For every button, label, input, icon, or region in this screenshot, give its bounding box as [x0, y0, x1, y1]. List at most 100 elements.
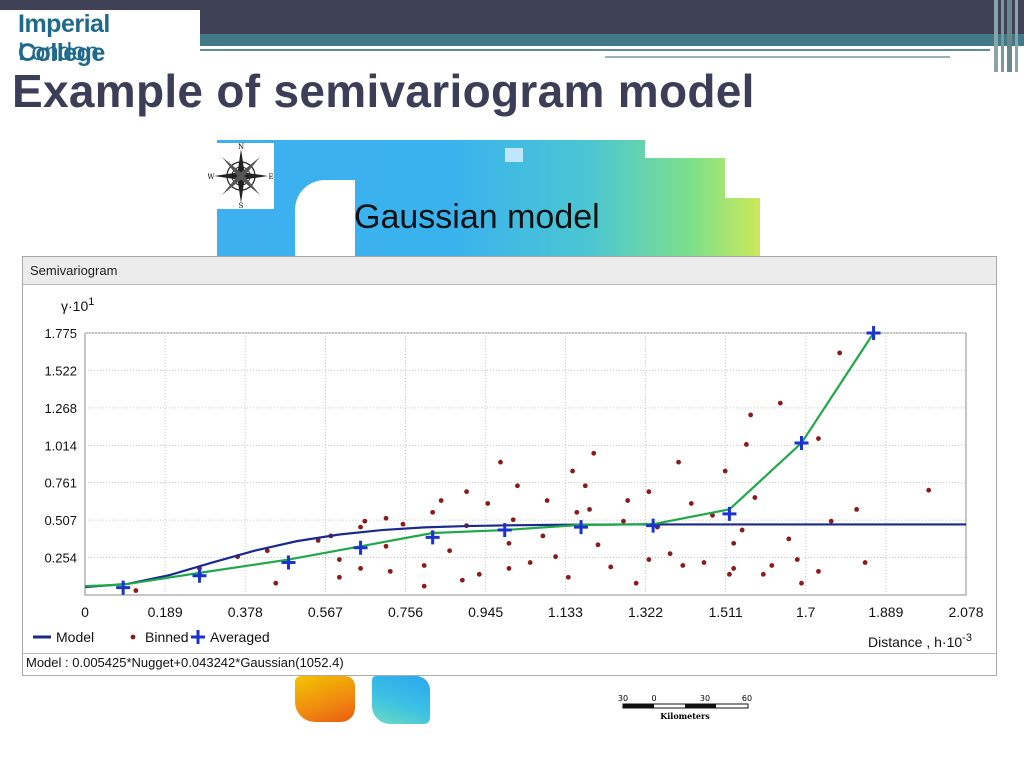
binned-point: [315, 537, 321, 543]
averaged-point: [497, 523, 512, 538]
binned-point: [633, 580, 639, 586]
binned-point: [816, 436, 821, 441]
binned-point: [336, 557, 342, 562]
binned-point: [608, 564, 614, 570]
x-axis-label: Distance , h·10-3: [868, 632, 972, 650]
binned-point: [476, 571, 482, 577]
binned-point: [799, 580, 804, 586]
averaged-point: [281, 555, 296, 570]
binned-point: [362, 518, 368, 524]
binned-point: [459, 577, 465, 583]
binned-point: [676, 459, 681, 465]
scale-label-0: 30: [618, 694, 628, 703]
compass-e: E: [268, 173, 273, 181]
x-tick-label: 2.078: [948, 604, 983, 620]
college-logo: Imperial College London: [0, 10, 200, 67]
compass-s: S: [239, 202, 244, 209]
scale-label-2: 30: [700, 694, 710, 703]
decor-line: [200, 49, 990, 51]
averaged-point: [353, 540, 368, 555]
binned-point: [680, 563, 686, 568]
binned-point: [621, 518, 626, 524]
x-tick-label: 0: [81, 604, 89, 620]
binned-point: [510, 517, 516, 523]
averaged-point: [794, 435, 809, 450]
binned-point: [854, 506, 860, 512]
compass-n: N: [238, 143, 244, 151]
binned-point: [701, 560, 707, 565]
binned-point: [595, 542, 601, 548]
binned-point: [794, 557, 800, 562]
x-tick-label: 0.945: [468, 604, 503, 620]
decor-line-thin: [605, 56, 950, 58]
compass-rose: N S E W: [207, 143, 274, 210]
scale-label-1: 0: [651, 694, 656, 703]
semivariogram-chart: 0 0.189 0.378 0.567 0.756 0.945 1.133 1.322 1.51…: [33, 296, 984, 650]
binned-point: [553, 554, 559, 560]
binned-point: [828, 518, 834, 524]
compass-w: W: [208, 173, 215, 181]
binned-point: [565, 574, 571, 580]
logo-line-2: London: [18, 38, 99, 66]
binned-point: [743, 442, 749, 447]
binned-point: [515, 483, 520, 489]
legend-binned-label: Binned: [145, 629, 189, 645]
binned-point: [485, 501, 491, 506]
binned-point: [837, 350, 843, 356]
binned-point: [582, 483, 588, 489]
averaged-point: [574, 520, 589, 535]
binned-point: [540, 533, 546, 539]
binned-point: [769, 563, 775, 568]
binned-point: [739, 527, 745, 533]
binned-point: [786, 536, 792, 542]
map-fragment-left: [295, 676, 355, 722]
binned-point: [731, 540, 737, 546]
x-tick-label: 1.889: [868, 604, 903, 620]
y-tick-label: 1.268: [44, 401, 77, 416]
averaged-point: [646, 518, 661, 533]
binned-point: [862, 560, 868, 565]
binned-point: [438, 498, 444, 503]
legend-model-label: Model: [56, 629, 94, 645]
decor-bars: [994, 0, 1024, 72]
binned-point: [760, 571, 766, 577]
binned-point: [430, 509, 436, 515]
x-tick-label: 0.567: [308, 604, 343, 620]
y-tick-label: 1.775: [44, 326, 77, 341]
slide-title: Example of semivariogram model: [12, 65, 755, 117]
binned-point: [506, 566, 512, 571]
scale-label-3: 60: [742, 694, 752, 703]
binned-point: [527, 560, 533, 565]
x-tick-label: 1.322: [628, 604, 663, 620]
teal-band: [0, 34, 1024, 46]
averaged-point: [425, 530, 440, 545]
binned-point: [731, 566, 737, 571]
binned-point: [336, 574, 342, 580]
binned-point: [646, 557, 652, 562]
binned-point: [752, 495, 758, 500]
y-axis-label-exponent: 1: [88, 296, 94, 308]
x-tick-label: 1.7: [796, 604, 816, 620]
binned-point: [926, 487, 932, 493]
binned-point: [358, 524, 363, 530]
binned-point: [816, 568, 821, 574]
binned-point: [722, 468, 728, 474]
y-tick-label: 0.507: [44, 513, 77, 528]
compass-icon: N S E W: [207, 143, 273, 210]
binned-point: [387, 568, 393, 574]
binned-point: [464, 489, 469, 495]
logo-line-1: Imperial College: [18, 10, 110, 67]
binned-point: [688, 501, 694, 506]
averaged-point: [116, 580, 131, 595]
binned-point: [710, 512, 715, 518]
binned-point: [587, 506, 592, 512]
binned-point: [506, 540, 512, 546]
averaged-point: [866, 326, 881, 340]
binned-point: [447, 548, 453, 554]
plot-area: [84, 332, 967, 596]
binned-point: [400, 521, 406, 527]
model-type-label: Gaussian model: [354, 198, 600, 236]
x-tick-label: 0.189: [148, 604, 183, 620]
y-axis-label: γ·101: [61, 296, 94, 314]
legend-averaged-label: Averaged: [210, 629, 270, 645]
